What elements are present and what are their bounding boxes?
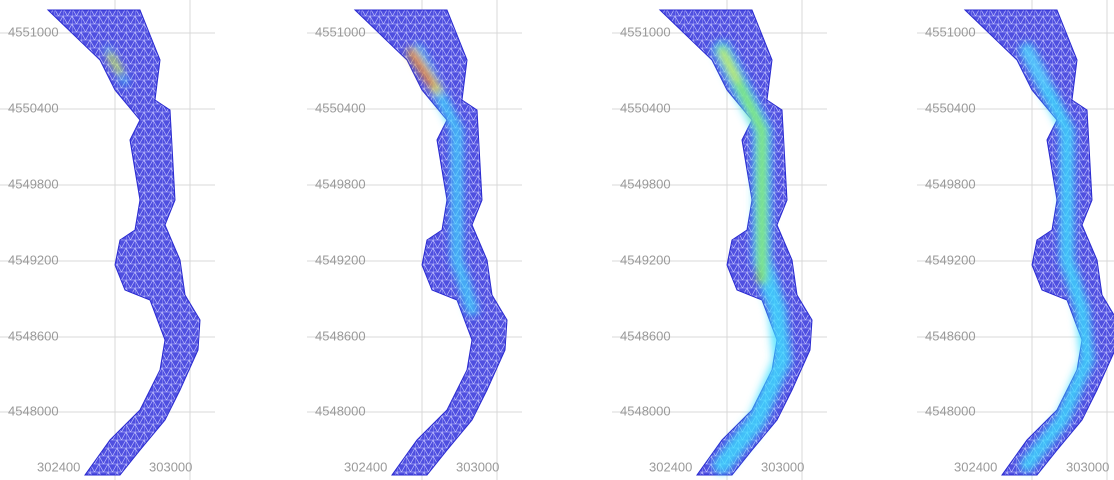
y-tick-label: 4548600 xyxy=(620,328,671,343)
y-tick-label: 4549800 xyxy=(8,176,59,191)
y-tick-label: 4548000 xyxy=(8,403,59,418)
panel: 4551000 4550400 4549800 4549200 4548600 45480… xyxy=(0,0,309,480)
y-tick-label: 4549800 xyxy=(315,176,366,191)
panel: 4551000 4550400 4549800 4549200 4548600 45480… xyxy=(917,0,1114,480)
y-tick-label: 4549200 xyxy=(8,252,59,267)
y-tick-label: 4548600 xyxy=(8,328,59,343)
y-tick-label: 4548000 xyxy=(315,403,366,418)
y-tick-label: 4549200 xyxy=(925,252,976,267)
y-tick-label: 4551000 xyxy=(8,24,59,39)
y-tick-label: 4550400 xyxy=(315,100,366,115)
x-tick-label: 302400 xyxy=(37,459,80,474)
x-tick-label: 303600 xyxy=(878,459,921,474)
figure: 4551000 4550400 4549800 4549200 4548600 45480… xyxy=(0,0,1114,480)
panel: 4551000 4550400 4549800 4549200 4548600 45480… xyxy=(612,0,921,480)
x-tick-label: 303600 xyxy=(573,459,616,474)
y-tick-label: 4549800 xyxy=(620,176,671,191)
y-tick-label: 4548000 xyxy=(925,403,976,418)
y-tick-label: 4549800 xyxy=(925,176,976,191)
x-tick-label: 303000 xyxy=(456,459,499,474)
panel: 4551000 4550400 4549800 4549200 4548600 45480… xyxy=(307,0,616,480)
y-tick-label: 4550400 xyxy=(8,100,59,115)
y-tick-label: 4551000 xyxy=(315,24,366,39)
y-tick-label: 4550400 xyxy=(620,100,671,115)
x-tick-label: 302400 xyxy=(954,459,997,474)
y-tick-label: 4549200 xyxy=(315,252,366,267)
y-tick-label: 4551000 xyxy=(925,24,976,39)
x-tick-label: 303000 xyxy=(149,459,192,474)
y-tick-label: 4550400 xyxy=(925,100,976,115)
x-tick-label: 302400 xyxy=(344,459,387,474)
y-tick-label: 4549200 xyxy=(620,252,671,267)
y-tick-label: 4548600 xyxy=(315,328,366,343)
x-tick-label: 303600 xyxy=(266,459,309,474)
y-tick-label: 4548600 xyxy=(925,328,976,343)
y-tick-label: 4548000 xyxy=(620,403,671,418)
y-tick-label: 4551000 xyxy=(620,24,671,39)
x-tick-label: 302400 xyxy=(649,459,692,474)
x-tick-label: 303000 xyxy=(761,459,804,474)
x-tick-label: 303000 xyxy=(1066,459,1109,474)
